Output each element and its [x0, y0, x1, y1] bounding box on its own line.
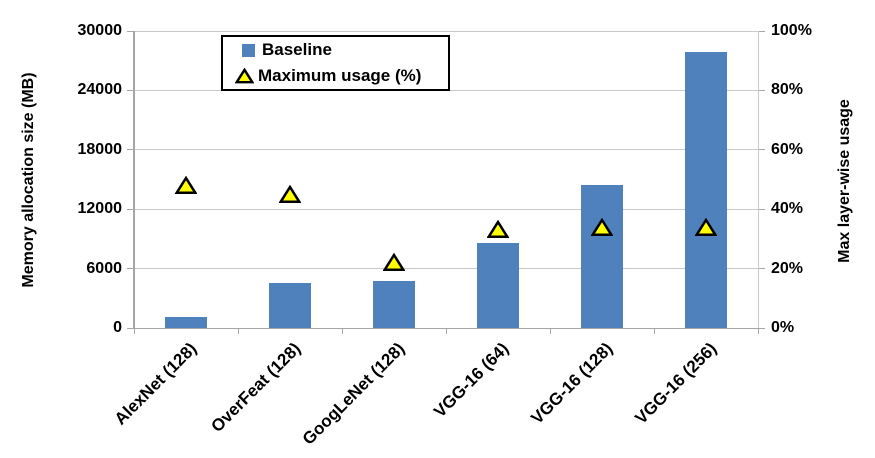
bar — [477, 242, 519, 328]
left-axis-tick-label: 30000 — [77, 22, 123, 39]
legend-item-baseline: Baseline — [235, 38, 448, 63]
left-axis-tick-label: 24000 — [77, 81, 123, 99]
legend-item-max-usage: Maximum usage (%) — [235, 64, 448, 89]
left-axis-tick — [127, 268, 134, 270]
plot-right-border — [758, 31, 759, 328]
left-axis-tick-label: 18000 — [77, 140, 123, 158]
right-axis-tick-label: 20% — [771, 259, 804, 277]
x-axis-tick — [237, 328, 239, 334]
x-axis-tick — [341, 328, 343, 334]
left-axis-tick-label: 6000 — [86, 259, 122, 277]
x-axis-tick — [549, 328, 551, 334]
right-axis-tick-label: 0% — [771, 319, 795, 336]
left-axis-tick-label: 0 — [113, 319, 122, 336]
right-axis-tick — [758, 89, 765, 91]
x-axis-tick — [133, 328, 135, 334]
category-label: AlexNet (128) — [110, 338, 201, 429]
left-axis-tick — [127, 208, 134, 210]
y-axis-line — [133, 31, 135, 328]
bar — [685, 51, 727, 328]
bar — [581, 185, 623, 328]
max-usage-triangle-icon — [235, 68, 254, 84]
right-axis-tick — [758, 327, 765, 329]
x-axis-tick — [757, 328, 759, 334]
max-usage-triangle-marker — [695, 217, 717, 236]
baseline-square-icon — [242, 43, 255, 57]
max-usage-triangle-marker — [175, 175, 197, 194]
right-axis-tick — [758, 268, 765, 270]
legend-max-usage-label: Maximum usage (%) — [258, 66, 422, 85]
x-axis-tick — [445, 328, 447, 334]
gridline — [134, 30, 758, 32]
max-usage-triangle-marker — [279, 184, 301, 203]
left-axis-tick — [127, 327, 134, 329]
legend: Baseline Maximum usage (%) — [221, 35, 450, 91]
left-axis-tick — [127, 149, 134, 151]
max-usage-triangle-marker — [591, 217, 613, 236]
max-usage-triangle-marker — [487, 220, 509, 239]
right-axis-tick-label: 40% — [771, 200, 804, 218]
gridline — [134, 208, 758, 210]
right-axis-tick-label: 60% — [771, 140, 804, 158]
right-axis-tick — [758, 208, 765, 210]
right-axis-tick-label: 80% — [771, 81, 804, 99]
gridline — [134, 149, 758, 151]
bar — [165, 317, 207, 328]
right-axis-tick — [758, 30, 765, 32]
left-axis-tick — [127, 89, 134, 91]
right-axis-tick — [758, 149, 765, 151]
x-axis-tick — [653, 328, 655, 334]
left-axis-tick — [127, 30, 134, 32]
left-axis-tick-label: 12000 — [77, 200, 123, 218]
gridline — [134, 268, 758, 270]
bar — [269, 283, 311, 328]
bar — [373, 281, 415, 328]
right-axis-tick-label: 100% — [771, 22, 812, 39]
legend-baseline-label: Baseline — [262, 40, 332, 59]
max-usage-triangle-marker — [383, 253, 405, 272]
